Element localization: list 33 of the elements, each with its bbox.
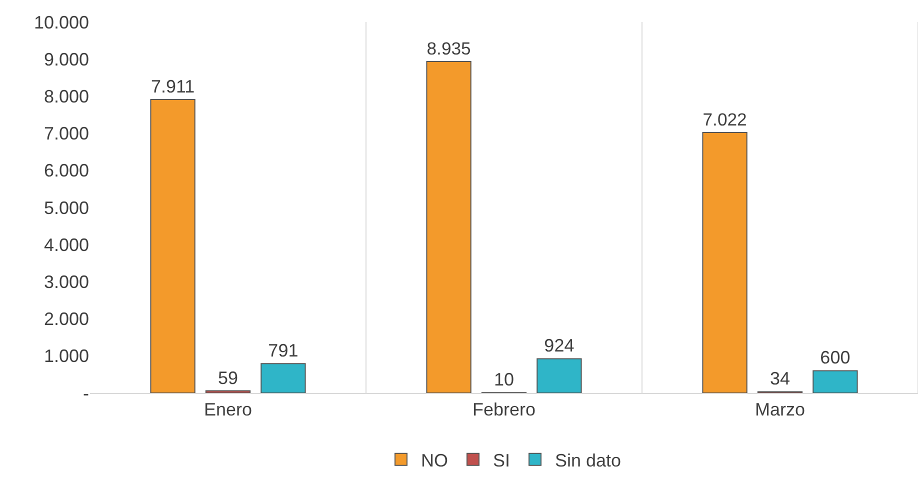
y-tick-label: 5.000 bbox=[44, 198, 89, 218]
y-tick-label: - bbox=[83, 383, 89, 404]
y-tick-label: 4.000 bbox=[44, 234, 89, 255]
data-label: 10 bbox=[494, 370, 514, 390]
x-tick-label: Marzo bbox=[754, 400, 806, 420]
data-label: 7.911 bbox=[150, 76, 195, 96]
y-tick-label: 3.000 bbox=[44, 272, 89, 292]
data-label: 791 bbox=[268, 340, 298, 361]
x-tick-label: Enero bbox=[204, 400, 252, 420]
y-tick-label: 9.000 bbox=[44, 49, 89, 70]
data-label: 924 bbox=[544, 336, 574, 356]
bar bbox=[205, 390, 251, 393]
y-tick-label: 2.000 bbox=[44, 309, 89, 330]
bar bbox=[150, 99, 196, 393]
y-tick-label: 6.000 bbox=[44, 160, 89, 181]
bar bbox=[260, 363, 306, 393]
legend-label: NO bbox=[421, 450, 448, 470]
legend-label: SI bbox=[493, 450, 510, 470]
x-tick-label: Febrero bbox=[472, 400, 536, 420]
bar bbox=[702, 132, 748, 393]
legend-label: Sin dato bbox=[555, 450, 622, 470]
bar bbox=[812, 370, 858, 393]
data-label: 8.935 bbox=[426, 38, 472, 59]
data-label: 7.022 bbox=[702, 110, 747, 130]
y-tick-label: 1.000 bbox=[44, 346, 89, 366]
y-tick-label: 10.000 bbox=[34, 12, 89, 32]
data-label: 59 bbox=[218, 368, 238, 388]
y-tick-label: 8.000 bbox=[44, 86, 89, 106]
bar bbox=[536, 358, 582, 393]
data-label: 34 bbox=[770, 368, 790, 389]
bar bbox=[426, 61, 472, 393]
y-tick-label: 7.000 bbox=[44, 124, 89, 144]
data-label: 600 bbox=[820, 348, 850, 368]
